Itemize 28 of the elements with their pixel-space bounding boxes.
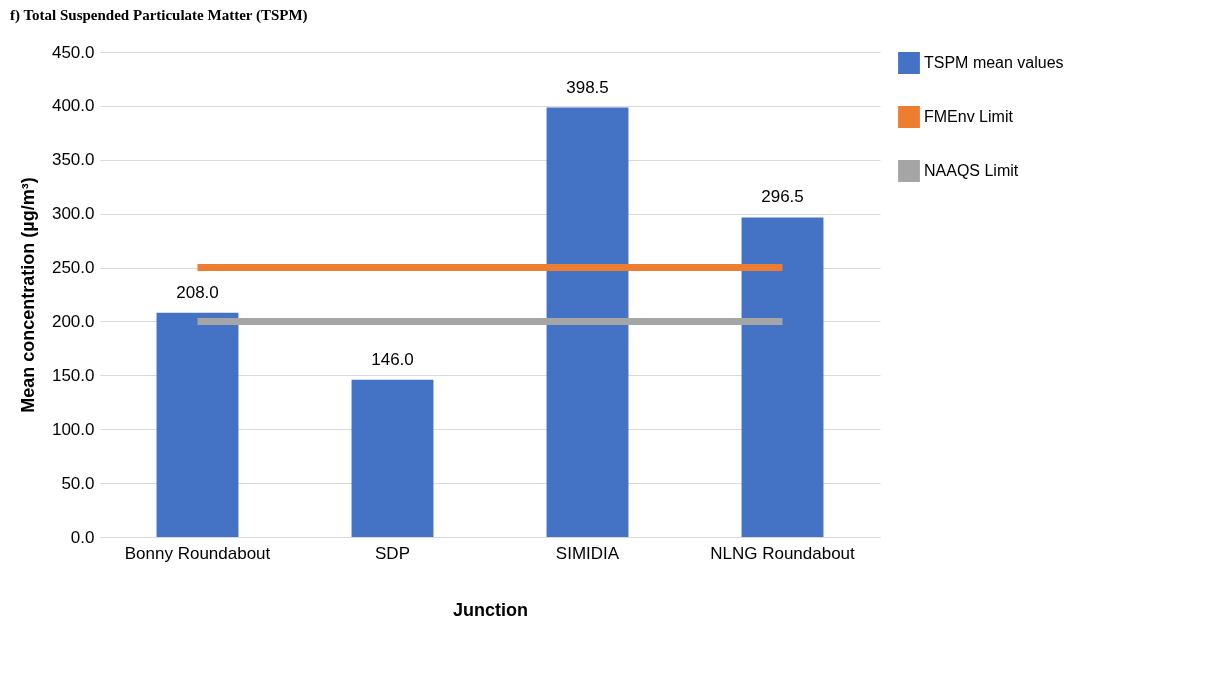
x-tick-label: NLNG Roundabout bbox=[710, 543, 856, 563]
y-tick-label: 300.0 bbox=[51, 204, 95, 224]
y-tick-label: 100.0 bbox=[51, 419, 95, 439]
bar bbox=[156, 312, 239, 537]
data-label: 208.0 bbox=[176, 282, 219, 302]
y-tick-label: 250.0 bbox=[51, 258, 95, 278]
y-axis-title: Mean concentration (µg/m³) bbox=[17, 177, 38, 413]
bar bbox=[351, 379, 434, 537]
y-tick-label: 50.0 bbox=[61, 473, 95, 493]
bar bbox=[741, 217, 824, 537]
x-axis-title: Junction bbox=[453, 599, 528, 620]
legend-label: TSPM mean values bbox=[924, 54, 1064, 71]
legend-label: FMEnv Limit bbox=[924, 108, 1014, 125]
data-label: 296.5 bbox=[761, 187, 804, 207]
chart-title: f) Total Suspended Particulate Matter (TSPM) bbox=[10, 7, 308, 24]
y-tick-label: 350.0 bbox=[51, 150, 95, 170]
y-tick-label: 150.0 bbox=[51, 365, 95, 385]
y-tick-label: 400.0 bbox=[51, 96, 95, 116]
x-tick-label: Bonny Roundabout bbox=[124, 543, 271, 563]
y-tick-label: 0.0 bbox=[70, 527, 95, 547]
legend-label: NAAQS Limit bbox=[924, 162, 1019, 179]
y-tick-label: 200.0 bbox=[51, 311, 95, 331]
bar bbox=[546, 107, 629, 537]
y-tick-label: 450.0 bbox=[51, 42, 95, 62]
x-tick-label: SIMIDIA bbox=[555, 543, 620, 563]
x-tick-label: SDP bbox=[375, 543, 410, 563]
data-label: 398.5 bbox=[566, 77, 609, 97]
data-label: 146.0 bbox=[371, 349, 414, 369]
